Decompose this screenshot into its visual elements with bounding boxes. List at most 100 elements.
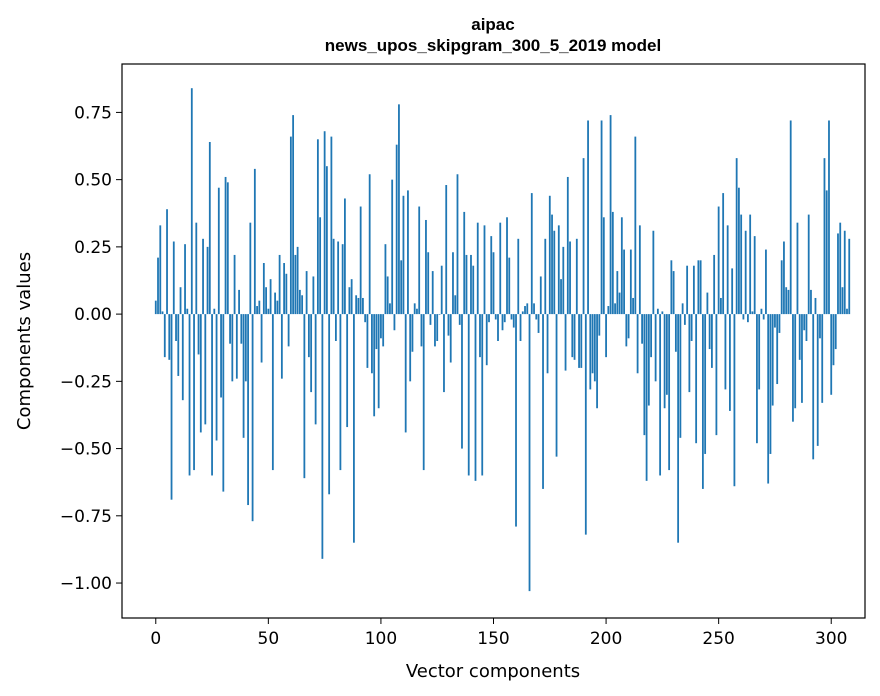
bar (224, 176, 227, 315)
bar (582, 158, 585, 315)
plot-frame (121, 63, 866, 619)
bar (166, 209, 168, 315)
bar (713, 254, 716, 315)
bar (226, 182, 229, 315)
bar (265, 287, 267, 315)
bar (271, 314, 274, 471)
bar (542, 314, 544, 489)
chart-subtitle: news_upos_skipgram_300_5_2019 model (325, 36, 661, 55)
bar (307, 314, 310, 358)
bar (533, 303, 535, 315)
bar (758, 314, 761, 390)
bar (447, 314, 450, 336)
bar (573, 314, 576, 360)
bar (235, 314, 238, 379)
bar (695, 314, 698, 444)
bar (229, 314, 231, 344)
bar (724, 314, 727, 390)
bar (303, 314, 306, 479)
bar (280, 314, 283, 379)
bar (503, 314, 506, 323)
bar (569, 241, 571, 315)
bar (170, 314, 173, 500)
bar (332, 238, 335, 315)
bar (593, 314, 596, 382)
bar (641, 314, 643, 344)
bar (846, 308, 848, 315)
bar (375, 314, 378, 350)
bar (220, 314, 222, 398)
bar (395, 144, 398, 315)
bar (762, 314, 765, 320)
bar (458, 314, 461, 325)
bar (330, 136, 333, 315)
bar (344, 198, 346, 315)
bar (222, 314, 225, 492)
x-tick-label: 250 (702, 629, 734, 649)
bar (537, 314, 540, 333)
y-tick-label: 0.50 (74, 171, 112, 191)
bar (215, 314, 218, 441)
bar (602, 217, 605, 315)
bar (238, 289, 240, 315)
bar (479, 314, 481, 358)
y-tick-label: −0.25 (60, 372, 112, 392)
bar (740, 214, 743, 315)
bar (449, 314, 452, 363)
bar (645, 314, 648, 481)
bar (819, 314, 821, 339)
bar (701, 314, 704, 489)
bar (425, 219, 427, 315)
bar (659, 314, 662, 476)
bar (677, 314, 680, 543)
bar (618, 292, 621, 315)
bar (517, 238, 520, 315)
bar (551, 214, 553, 315)
bar (765, 249, 767, 315)
bar (359, 206, 362, 315)
bar (269, 279, 272, 315)
bar (803, 314, 806, 331)
bar (195, 222, 198, 315)
bar (438, 314, 441, 315)
bar (186, 308, 189, 315)
bar (798, 314, 801, 360)
bar (828, 120, 830, 315)
bar (476, 222, 479, 315)
bar (161, 311, 164, 315)
bar (744, 230, 747, 315)
bar (623, 249, 625, 315)
bar (738, 187, 740, 315)
bar (249, 222, 252, 315)
bar (668, 314, 671, 471)
bar (670, 260, 673, 315)
bar (625, 314, 628, 347)
bar (756, 314, 758, 444)
bar (278, 254, 281, 315)
bar (749, 214, 752, 315)
bar (319, 217, 322, 315)
bar (735, 158, 738, 315)
bar (154, 300, 157, 315)
x-axis-label: Vector components (406, 661, 580, 682)
bar (832, 314, 835, 366)
bar (512, 314, 515, 328)
bar (562, 246, 565, 315)
bar (654, 314, 657, 382)
bar (420, 314, 423, 347)
bar (841, 287, 844, 315)
bar (231, 314, 234, 382)
bar (792, 314, 794, 422)
bar (310, 314, 313, 393)
bar (591, 314, 594, 374)
bar (596, 314, 598, 409)
bar (656, 308, 659, 315)
bar (506, 217, 508, 315)
y-tick-label: 0.25 (74, 238, 112, 258)
bar (404, 314, 407, 433)
bar (821, 314, 824, 403)
bar (823, 158, 826, 315)
bar (202, 238, 204, 315)
bar (377, 314, 380, 409)
bar (163, 314, 166, 358)
